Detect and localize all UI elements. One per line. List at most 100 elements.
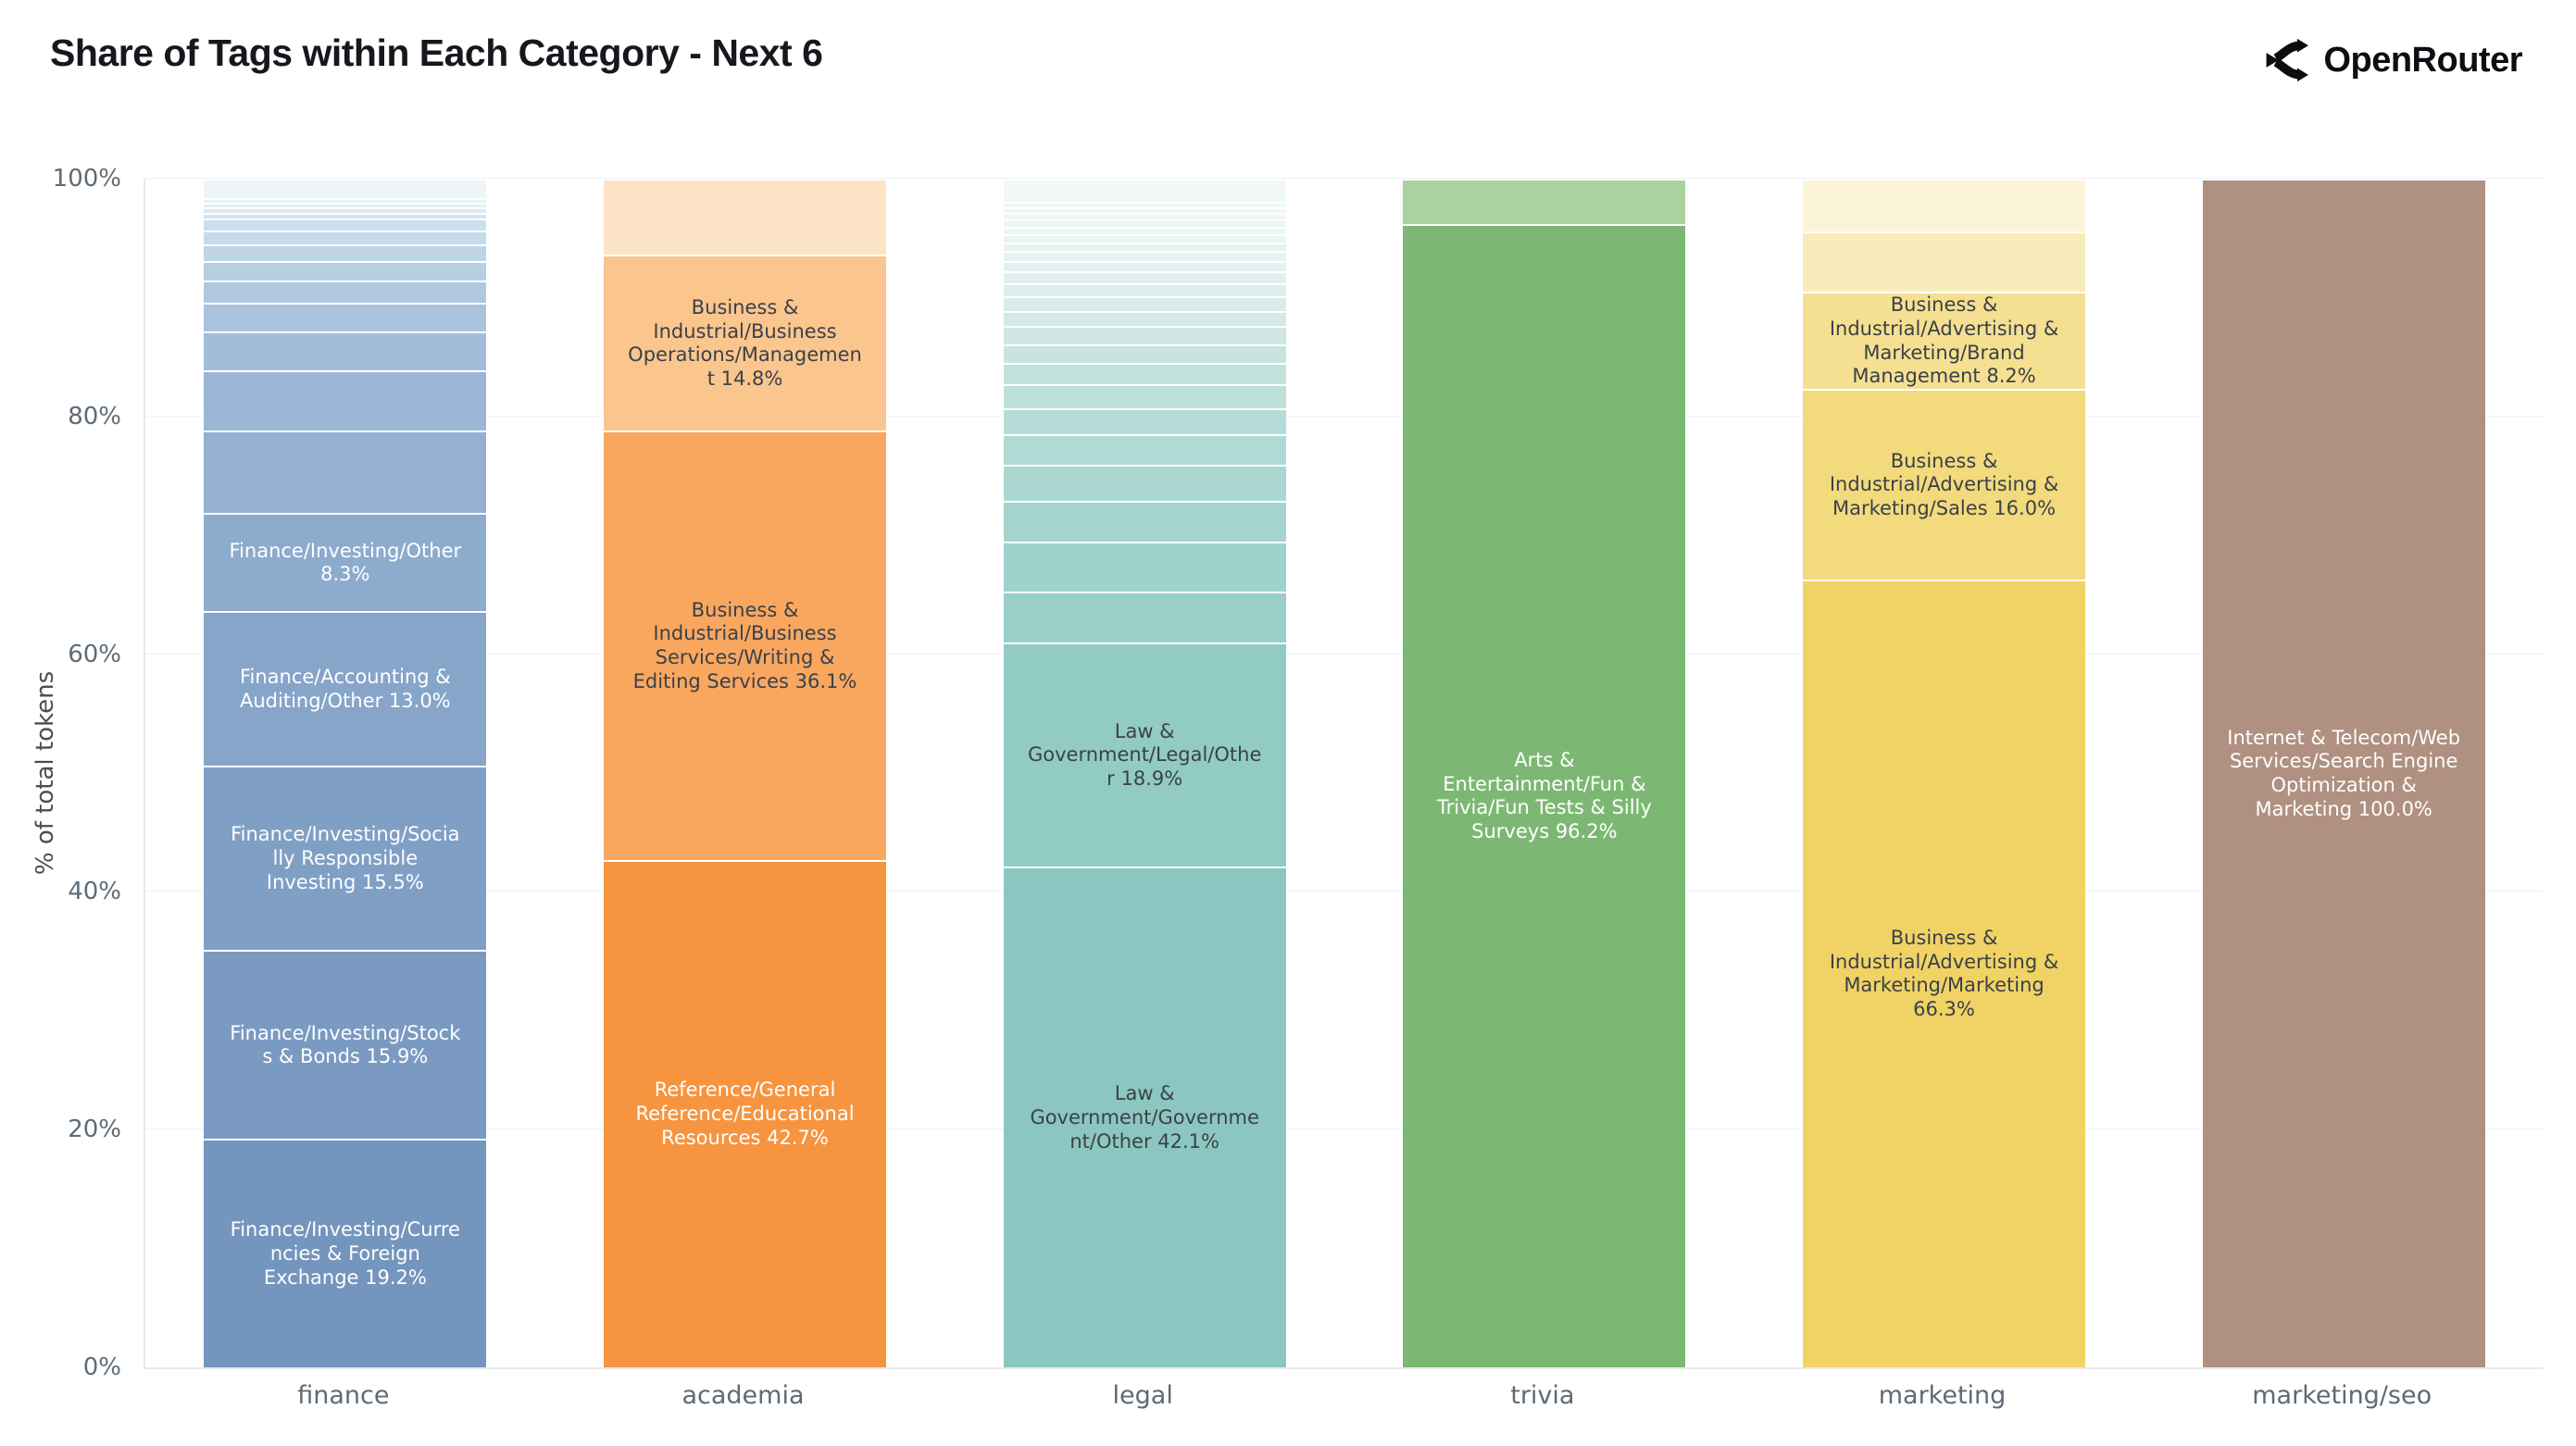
bar-academia[interactable]: Reference/General Reference/Educational … (604, 179, 886, 1367)
bar-segment[interactable] (204, 202, 487, 207)
openrouter-logo-icon (2267, 38, 2309, 82)
y-tick-label: 60% (68, 640, 121, 668)
segment-label: Business & Industrial/Business Services/… (632, 598, 857, 692)
bar-segment[interactable] (1003, 242, 1286, 252)
bar-segment[interactable] (1003, 260, 1286, 272)
segment-label: Finance/Investing/Socially Responsible I… (231, 823, 460, 893)
gridline (145, 415, 2544, 417)
bar-segment[interactable] (204, 230, 487, 245)
segment-label: Internet & Telecom/Web Services/Search E… (2227, 726, 2461, 820)
bar-slot: Reference/General Reference/Educational … (545, 179, 945, 1367)
y-axis-title: % of total tokens (31, 670, 60, 876)
bar-segment[interactable]: Finance/Accounting & Auditing/Other 13.0… (204, 611, 487, 767)
y-tick-label: 0% (82, 1353, 121, 1381)
bar-segment[interactable]: Business & Industrial/Advertising & Mark… (1803, 579, 2086, 1367)
x-axis-ticks: finance academia legal trivia marketing marke… (144, 1381, 2542, 1410)
brand-logo: OpenRouter (2262, 37, 2522, 83)
bar-segment[interactable]: Law & Government/Legal/Other 18.9% (1003, 642, 1286, 867)
bar-segment[interactable] (204, 179, 487, 198)
bar-segment[interactable] (204, 303, 487, 332)
bar-finance[interactable]: Finance/Investing/Currencies & Foreign E… (204, 179, 487, 1367)
bar-segment[interactable]: Reference/General Reference/Educational … (604, 859, 886, 1367)
bar-segment[interactable] (1403, 179, 1686, 224)
gridline (145, 178, 2544, 179)
bar-segment[interactable]: Finance/Investing/Socially Responsible I… (204, 766, 487, 951)
x-tick-label-finance: finance (297, 1381, 390, 1410)
bar-segment[interactable]: Internet & Telecom/Web Services/Search E… (2202, 179, 2485, 1367)
bar-segment[interactable] (1003, 233, 1286, 243)
bar-segment[interactable] (604, 179, 886, 256)
bar-segment[interactable] (1803, 179, 2086, 231)
bar-segment[interactable] (1003, 541, 1286, 592)
plot-area: % of total tokens Finance/Investing/Curr… (31, 178, 2544, 1369)
bar-segment[interactable] (204, 244, 487, 262)
brand-name: OpenRouter (2323, 40, 2522, 80)
bar-segment[interactable] (1003, 226, 1286, 234)
bar-segment[interactable] (1003, 251, 1286, 261)
gridline (145, 1128, 2544, 1130)
bar-trivia[interactable]: Arts & Entertainment/Fun & Trivia/Fun Te… (1403, 179, 1686, 1367)
segment-label: Finance/Accounting & Auditing/Other 13.0… (239, 666, 451, 712)
bar-segment[interactable] (1003, 407, 1286, 435)
x-tick-label-marketing: marketing (1878, 1381, 2007, 1410)
bar-segment[interactable]: Finance/Investing/Stocks & Bonds 15.9% (204, 950, 487, 1140)
x-tick-label-academia: academia (682, 1381, 805, 1410)
segment-label: Arts & Entertainment/Fun & Trivia/Fun Te… (1436, 749, 1652, 842)
bar-segment[interactable] (204, 206, 487, 213)
bar-slot: Arts & Entertainment/Fun & Trivia/Fun Te… (1344, 179, 1744, 1367)
bar-segment[interactable]: Business & Industrial/Business Services/… (604, 430, 886, 860)
x-tick-label-trivia: trivia (1510, 1381, 1575, 1410)
y-tick-label: 80% (68, 402, 121, 430)
bar-segment[interactable]: Business & Industrial/Advertising & Mark… (1803, 389, 2086, 580)
bar-segment[interactable] (1003, 343, 1286, 364)
bar-segment[interactable] (1003, 591, 1286, 642)
segment-label: Finance/Investing/Currencies & Foreign E… (230, 1218, 460, 1289)
bar-segment[interactable] (204, 370, 487, 430)
y-tick-label: 40% (68, 878, 121, 906)
bar-segment[interactable] (1003, 363, 1286, 385)
bar-marketing[interactable]: Business & Industrial/Advertising & Mark… (1803, 179, 2086, 1367)
y-tick-label: 100% (52, 165, 121, 193)
bar-slot: Internet & Telecom/Web Services/Search E… (2144, 179, 2544, 1367)
bar-segment[interactable] (204, 197, 487, 203)
bar-segment[interactable]: Arts & Entertainment/Fun & Trivia/Fun Te… (1403, 223, 1686, 1367)
bar-segment[interactable] (204, 430, 487, 513)
segment-label: Finance/Investing/Stocks & Bonds 15.9% (230, 1021, 461, 1068)
segment-label: Business & Industrial/Advertising & Mark… (1829, 927, 2059, 1020)
bar-segment[interactable] (1003, 201, 1286, 207)
bar-segment[interactable] (204, 331, 487, 371)
bar-segment[interactable]: Business & Industrial/Business Operation… (604, 255, 886, 431)
segment-label: Law & Government/Legal/Other 18.9% (1027, 719, 1262, 790)
bar-segment[interactable]: Business & Industrial/Advertising & Mark… (1803, 292, 2086, 390)
bar-slot: Business & Industrial/Advertising & Mark… (1744, 179, 2145, 1367)
bar-segment[interactable] (1003, 465, 1286, 501)
segment-label: Business & Industrial/Advertising & Mark… (1829, 293, 2059, 388)
bar-marketing/seo[interactable]: Internet & Telecom/Web Services/Search E… (2202, 179, 2485, 1367)
bar-segment[interactable] (204, 280, 487, 304)
bar-segment[interactable] (1003, 218, 1286, 227)
segment-label: Business & Industrial/Business Operation… (628, 295, 862, 390)
bar-segment[interactable] (1803, 231, 2086, 292)
bar-segment[interactable] (1003, 501, 1286, 542)
bar-segment[interactable]: Finance/Investing/Other 8.3% (204, 512, 487, 612)
bar-segment[interactable] (1003, 310, 1286, 327)
bar-segment[interactable] (1003, 296, 1286, 311)
bar-segment[interactable] (1003, 213, 1286, 219)
bar-segment[interactable]: Law & Government/Government/Other 42.1% (1003, 866, 1286, 1367)
bar-slot: Law & Government/Government/Other 42.1% L… (944, 179, 1344, 1367)
bar-segment[interactable] (204, 212, 487, 219)
bar-segment[interactable] (1003, 271, 1286, 284)
bar-segment[interactable] (204, 218, 487, 231)
bar-segment[interactable] (1003, 384, 1286, 408)
bar-segment[interactable] (1003, 326, 1286, 344)
bar-segment[interactable] (1003, 207, 1286, 214)
bar-segment[interactable] (1003, 434, 1286, 466)
bar-slot: Finance/Investing/Currencies & Foreign E… (145, 179, 545, 1367)
chart-title: Share of Tags within Each Category - Nex… (50, 31, 823, 74)
bar-segment[interactable] (1003, 179, 1286, 202)
bar-segment[interactable] (204, 261, 487, 280)
bar-segment[interactable]: Finance/Investing/Currencies & Foreign E… (204, 1139, 487, 1367)
x-tick-label-marketing/seo: marketing/seo (2252, 1381, 2432, 1410)
bar-segment[interactable] (1003, 283, 1286, 297)
bar-legal[interactable]: Law & Government/Government/Other 42.1% L… (1003, 179, 1286, 1367)
